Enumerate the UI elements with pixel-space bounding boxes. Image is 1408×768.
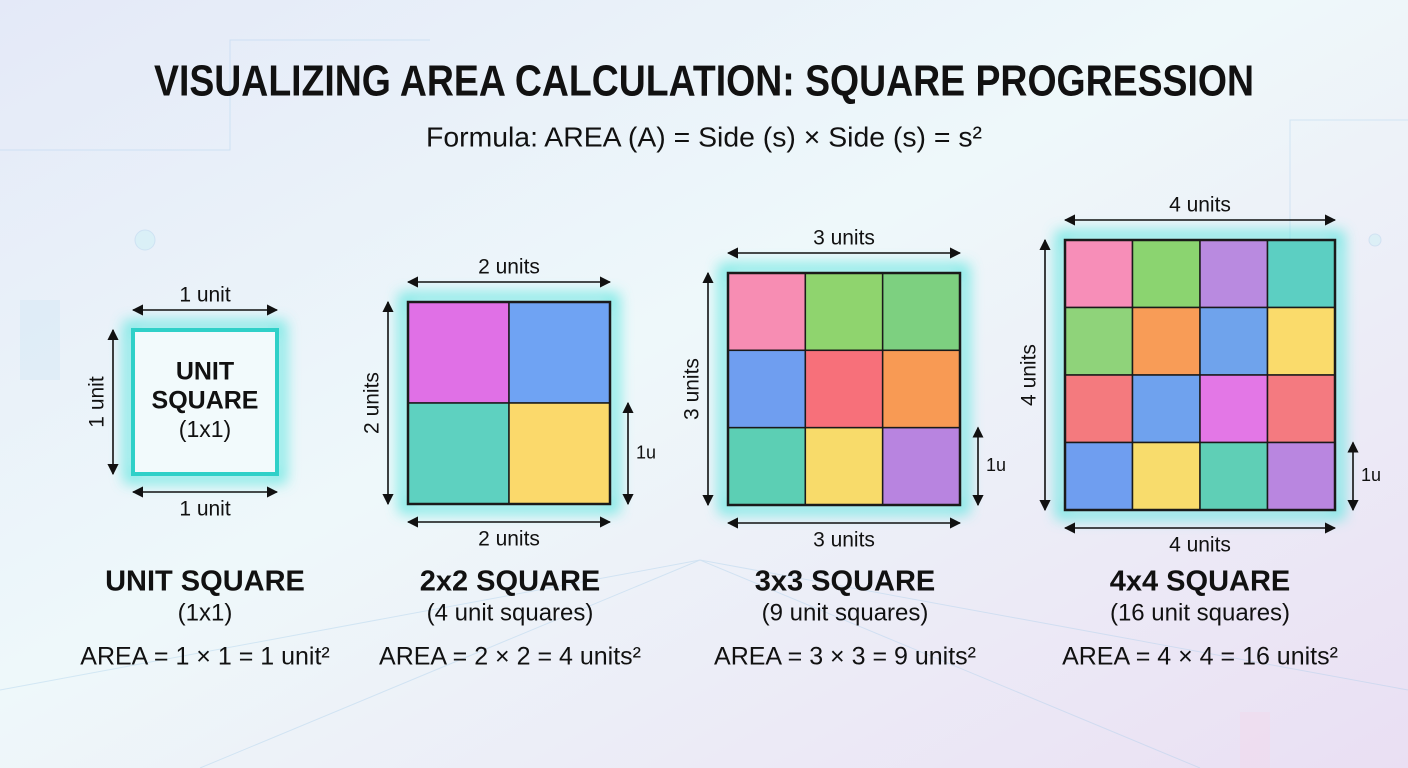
- formula: Formula: AREA (A) = Side (s) × Side (s) …: [426, 121, 982, 152]
- unit-cell: [407, 402, 510, 505]
- square-border: [726, 271, 962, 507]
- square-name: 2x2 SQUARE: [420, 566, 601, 598]
- unit-cell: [1199, 306, 1269, 376]
- inner-label: SQUARE: [152, 387, 259, 415]
- bottom-label: 1 unit: [179, 498, 231, 521]
- square-subtitle: (1x1): [178, 599, 233, 626]
- top-label: 1 unit: [179, 284, 231, 307]
- square-glow: [1056, 231, 1344, 519]
- unit-cell: [1199, 239, 1269, 309]
- square-border: [1063, 238, 1337, 512]
- square-glow: [399, 293, 619, 513]
- top-label: 2 units: [478, 256, 540, 279]
- unit-cell: [1266, 306, 1336, 376]
- unit-cell: [1266, 374, 1336, 444]
- area-formula: AREA = 2 × 2 = 4 units²: [379, 643, 641, 671]
- side-label: 4 units: [1018, 344, 1041, 406]
- unit-cell: [881, 426, 961, 506]
- square-group: 2 units 2 units 2 units 1u 2x2 SQUARE(4 unit…: [361, 256, 656, 671]
- unit-cell: [804, 426, 884, 506]
- unit-cell: [1131, 306, 1201, 376]
- square-group: 3 units 3 units 3 units 1u 3x3 SQUARE(9 unit…: [681, 227, 1006, 671]
- unit-cell: [407, 301, 510, 404]
- square-border: [406, 300, 612, 506]
- unit-cell: [727, 349, 807, 429]
- unit-cell: [1064, 374, 1134, 444]
- unit-marker: 1u: [986, 455, 1006, 475]
- square-name: UNIT SQUARE: [105, 566, 305, 598]
- unit-cell: [508, 402, 611, 505]
- top-label: 3 units: [813, 227, 875, 250]
- square-glow: [124, 321, 286, 483]
- unit-cell: [804, 349, 884, 429]
- unit-marker: 1u: [636, 442, 656, 462]
- bottom-label: 3 units: [813, 529, 875, 552]
- decoration: [0, 39, 1408, 768]
- unit-cell: [881, 272, 961, 352]
- unit-cell: [1199, 441, 1269, 511]
- square-group: 4 units 4 units 4 units 1u 4x4 SQUARE(16 uni…: [1018, 194, 1381, 671]
- square-subtitle: (16 unit squares): [1110, 599, 1290, 626]
- unit-cell: [1064, 441, 1134, 511]
- area-formula: AREA = 1 × 1 = 1 unit²: [80, 643, 329, 671]
- top-label: 4 units: [1169, 194, 1231, 217]
- unit-cell: [1199, 374, 1269, 444]
- unit-cell: [727, 272, 807, 352]
- bottom-label: 4 units: [1169, 534, 1231, 557]
- unit-cell: [1131, 374, 1201, 444]
- unit-cell: [1131, 441, 1201, 511]
- unit-cell: [508, 301, 611, 404]
- inner-label: (1x1): [179, 416, 231, 442]
- unit-cell: [1266, 441, 1336, 511]
- bottom-label: 2 units: [478, 528, 540, 551]
- square-subtitle: (9 unit squares): [762, 599, 929, 626]
- side-label: 1 unit: [86, 376, 109, 428]
- unit-cell: [804, 272, 884, 352]
- unit-cell: [1266, 239, 1336, 309]
- side-label: 3 units: [681, 358, 704, 420]
- inner-label: UNIT: [176, 358, 234, 386]
- square-border: [131, 328, 279, 476]
- square-glow: [719, 264, 969, 514]
- unit-marker: 1u: [1361, 465, 1381, 485]
- square-name: 4x4 SQUARE: [1110, 566, 1291, 598]
- title: VISUALIZING AREA CALCULATION: SQUARE PRO…: [154, 57, 1254, 106]
- unit-cell: [727, 426, 807, 506]
- unit-cell: [1064, 239, 1134, 309]
- unit-cell: [881, 349, 961, 429]
- unit-cell: [1064, 306, 1134, 376]
- square-subtitle: (4 unit squares): [427, 599, 594, 626]
- area-formula: AREA = 4 × 4 = 16 units²: [1062, 643, 1338, 671]
- side-label: 2 units: [361, 372, 384, 434]
- area-formula: AREA = 3 × 3 = 9 units²: [714, 643, 976, 671]
- square-name: 3x3 SQUARE: [755, 566, 936, 598]
- unit-cell: [1131, 239, 1201, 309]
